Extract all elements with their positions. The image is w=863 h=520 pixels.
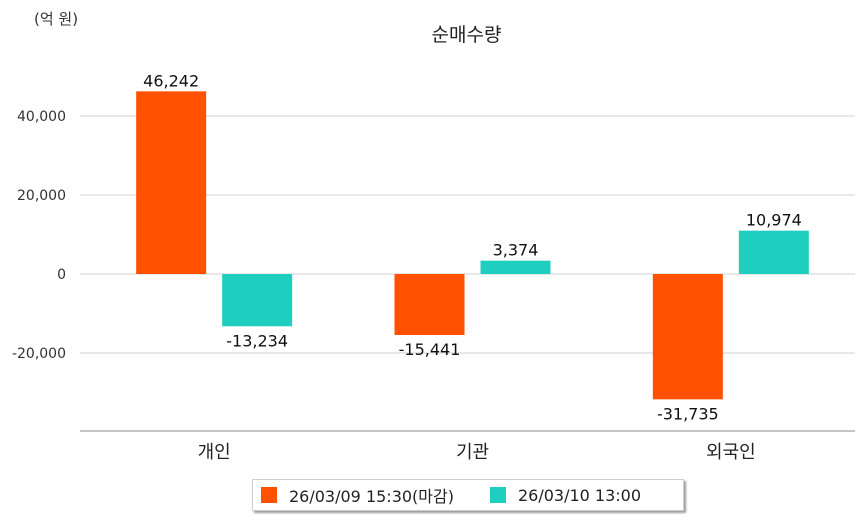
legend: 26/03/09 15:30(마감) 26/03/10 13:00 [252, 479, 684, 511]
y-tick-label: 0 [57, 267, 66, 283]
x-tick-label: 개인 [198, 442, 231, 463]
data-label: -13,234 [226, 331, 288, 350]
bar-2-1 [222, 274, 293, 327]
y-tick-label: 20,000 [17, 188, 66, 204]
bar-1-2 [394, 274, 465, 335]
y-tick-label: 40,000 [17, 109, 66, 125]
data-label: 46,242 [143, 71, 199, 90]
legend-label-series-2: 26/03/10 13:00 [517, 485, 642, 505]
legend-item-series-2[interactable]: 26/03/10 13:00 [489, 485, 642, 505]
bar-chart: 40,000 20,000 0 -20,000 46,242 -13,234 개인 -15,4… [12, 71, 855, 463]
data-label: 3,374 [493, 241, 539, 260]
data-label: -15,441 [399, 340, 461, 359]
data-label: 10,974 [746, 211, 802, 230]
legend-item-series-1[interactable]: 26/03/09 15:30(마감) [261, 483, 454, 507]
x-tick-label: 기관 [456, 442, 489, 463]
chart-title: 순매수량 [431, 24, 502, 46]
legend-swatch-series-2 [489, 487, 506, 503]
data-label: -31,735 [657, 404, 719, 423]
x-tick-label: 외국인 [706, 442, 756, 463]
bar-2-2 [480, 260, 551, 274]
unit-label: (억 원) [34, 10, 79, 28]
legend-swatch-series-1 [261, 487, 277, 503]
y-tick-label: -20,000 [12, 346, 66, 362]
bar-1-3 [652, 274, 723, 400]
legend-label-series-1: 26/03/09 15:30(마감) [289, 487, 454, 506]
bar-2-3 [738, 230, 809, 274]
bar-1-1 [136, 91, 207, 274]
